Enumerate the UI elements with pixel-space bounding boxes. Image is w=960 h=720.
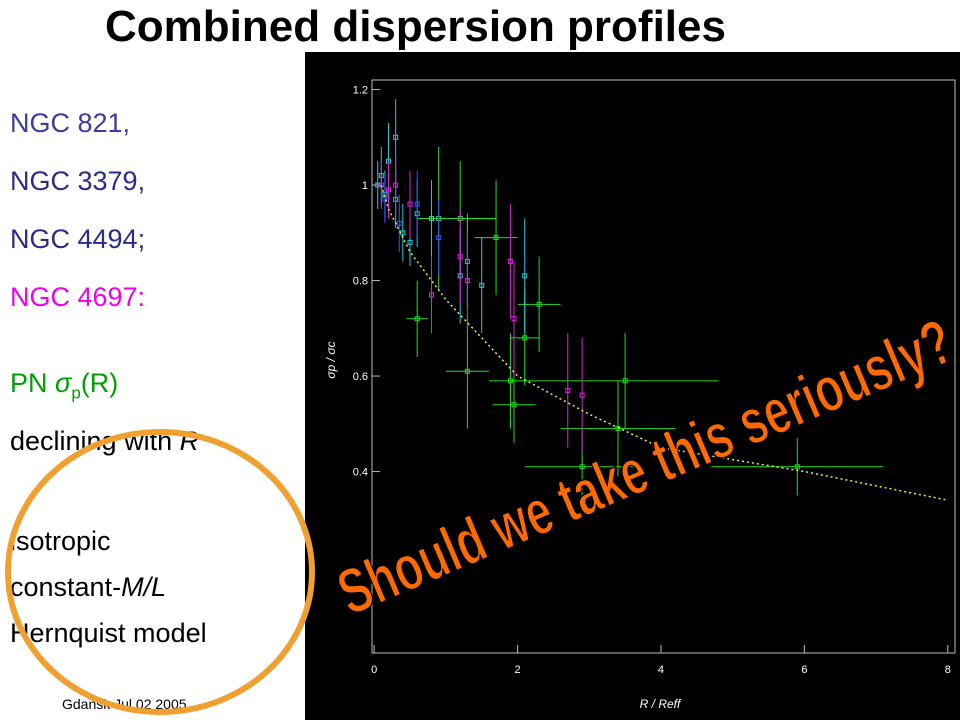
- variable: M/L: [121, 572, 167, 602]
- y-tick-label: 0.8: [353, 276, 368, 288]
- galaxy: NGC 4494;: [10, 224, 146, 254]
- x-tick-label: 2: [515, 664, 521, 676]
- subscript: p: [71, 383, 81, 403]
- x-tick-label: 4: [658, 664, 664, 676]
- point: [536, 301, 542, 307]
- text: (R): [80, 368, 119, 398]
- point: [615, 426, 621, 432]
- text: constant-: [10, 572, 122, 602]
- point: [579, 464, 585, 470]
- point: [407, 239, 413, 245]
- y-tick-label: 1: [362, 180, 368, 192]
- y-tick-label: 1.2: [353, 85, 368, 97]
- point: [579, 392, 585, 398]
- point: [393, 182, 399, 188]
- plot-background: [305, 52, 960, 720]
- plot: 0.4 0.6 0.8 1 1.2 0 2 4 6 8: [353, 85, 951, 676]
- point: [464, 278, 470, 284]
- point: [511, 316, 517, 322]
- plot-frame: [371, 79, 956, 654]
- pn-line: PN σp(R): [10, 368, 118, 403]
- galaxy: NGC 3379,: [10, 166, 146, 196]
- point: [393, 134, 399, 140]
- x-tick-label: 6: [801, 664, 807, 676]
- symbol: σ: [55, 368, 72, 398]
- text: PN: [10, 368, 56, 398]
- galaxy: NGC 821,: [10, 108, 131, 138]
- point: [794, 464, 800, 470]
- model-line: constant-M/L: [10, 572, 166, 603]
- point: [396, 220, 402, 226]
- galaxy: NGC 4697:: [10, 282, 146, 312]
- point: [511, 402, 517, 408]
- x-tick-label: 8: [945, 664, 951, 676]
- model-line: Hernquist model: [10, 618, 207, 648]
- highlight-circle: [5, 429, 315, 715]
- point: [507, 258, 513, 264]
- model-curve: [380, 184, 948, 501]
- x-axis-label: R / Reff: [640, 697, 682, 711]
- y-axis-label: σp / σc: [324, 341, 338, 378]
- point: [507, 378, 513, 384]
- point: [622, 378, 628, 384]
- point: [493, 235, 499, 241]
- point: [565, 387, 571, 393]
- point: [436, 235, 442, 241]
- point: [407, 201, 413, 207]
- point: [464, 368, 470, 374]
- point: [522, 335, 528, 341]
- point: [385, 187, 391, 193]
- model-line: isotropic: [10, 526, 111, 556]
- point: [522, 273, 528, 279]
- y-tick-label: 0.4: [353, 467, 368, 479]
- point: [414, 201, 420, 207]
- point: [414, 316, 420, 322]
- point: [382, 196, 388, 202]
- point: [429, 215, 435, 221]
- slide-title: Combined dispersion profiles: [105, 2, 726, 51]
- point: [457, 254, 463, 260]
- point: [479, 282, 485, 288]
- y-tick-label: 0.6: [353, 371, 368, 383]
- point: [429, 292, 435, 298]
- x-tick-label: 0: [371, 664, 377, 676]
